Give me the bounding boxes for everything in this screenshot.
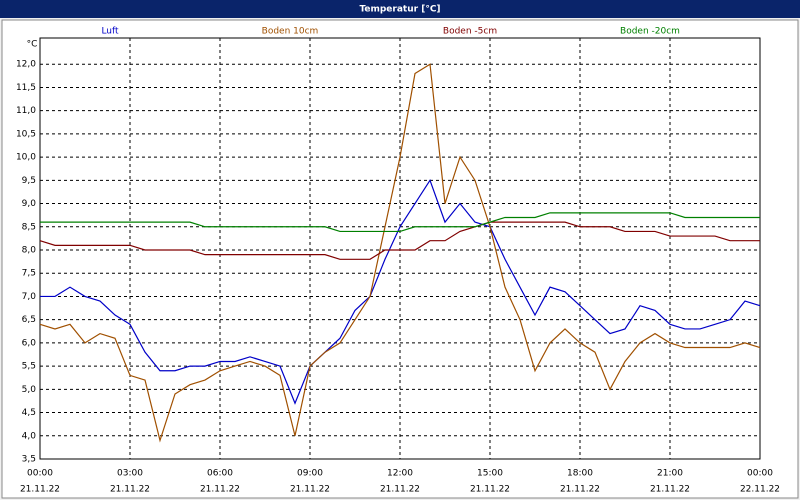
x-tick-label: 12:00 (387, 469, 413, 479)
x-tick-date: 21.11.22 (20, 485, 60, 495)
x-tick-label: 15:00 (477, 469, 503, 479)
data-line (39, 63, 761, 443)
x-tick-label: 21:00 (657, 469, 683, 479)
x-tick-label: 00:00 (747, 469, 773, 479)
y-tick-label: 12,0 (16, 60, 36, 70)
x-tick-date: 21.11.22 (560, 485, 600, 495)
title-bar (0, 0, 800, 18)
x-tick-date: 21.11.22 (290, 485, 330, 495)
y-tick-label: 8,5 (22, 222, 36, 232)
legend-entry: Boden -5cm (443, 27, 497, 37)
data-line (39, 221, 760, 260)
x-tick-date: 21.11.22 (380, 485, 420, 495)
x-tick-date: 21.11.22 (110, 485, 150, 495)
y-unit: °C (27, 40, 38, 50)
y-tick-label: 5,5 (22, 362, 36, 372)
y-tick-label: 3,5 (22, 455, 36, 465)
y-tick-label: 9,0 (22, 199, 37, 209)
y-tick-label: 10,5 (16, 129, 36, 139)
y-tick-label: 4,0 (22, 431, 37, 441)
x-tick-date: 21.11.22 (470, 485, 510, 495)
y-tick-label: 11,0 (16, 106, 36, 116)
legend-entry: Luft (101, 27, 119, 37)
x-tick-label: 09:00 (297, 469, 323, 479)
legend-entry: Boden 10cm (262, 27, 319, 37)
y-tick-label: 4,5 (22, 408, 36, 418)
y-tick-label: 7,0 (22, 292, 37, 302)
y-tick-label: 8,0 (22, 246, 37, 256)
x-tick-date: 22.11.22 (740, 485, 780, 495)
x-tick-label: 18:00 (567, 469, 593, 479)
y-tick-label: 6,0 (22, 338, 37, 348)
legend-entry: Boden -20cm (620, 27, 680, 37)
x-tick-label: 00:00 (27, 469, 53, 479)
chart-title: Temperatur [°C] (359, 5, 440, 15)
y-tick-label: 10,0 (16, 153, 36, 163)
x-tick-label: 03:00 (117, 469, 143, 479)
y-tick-label: 7,5 (22, 269, 36, 279)
y-tick-label: 9,5 (22, 176, 36, 186)
x-tick-date: 21.11.22 (200, 485, 240, 495)
y-tick-label: 6,5 (22, 315, 36, 325)
data-line (40, 178, 761, 405)
y-tick-label: 11,5 (16, 83, 36, 93)
x-tick-date: 21.11.22 (650, 485, 690, 495)
x-tick-label: 06:00 (207, 469, 233, 479)
y-tick-label: 5,0 (22, 385, 37, 395)
data-line (40, 212, 760, 233)
